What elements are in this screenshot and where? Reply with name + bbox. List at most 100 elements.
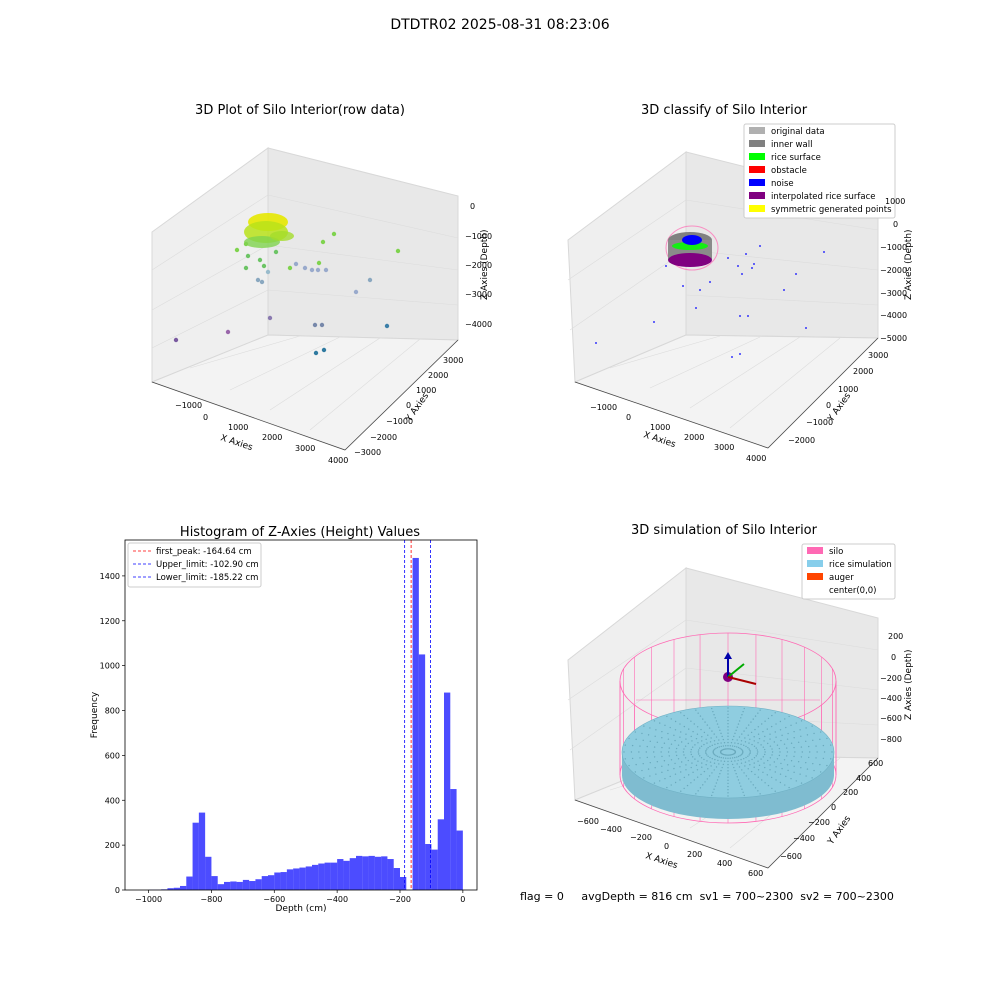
rice-dot [715, 720, 718, 722]
rice-dot [690, 748, 693, 751]
rice-dot [711, 730, 713, 732]
classify-legend-label: noise [771, 179, 794, 189]
classify-noise-point [805, 327, 807, 329]
rice-dot [775, 736, 777, 738]
sim-xtick: 400 [717, 859, 732, 868]
rice-dot [697, 751, 699, 753]
classify-noise-points [595, 245, 825, 358]
rice-dot [734, 756, 736, 759]
rice-dot [643, 777, 645, 779]
raw-scatter-point [320, 239, 326, 245]
rice-dot [749, 764, 751, 766]
sim-ytick: 400 [856, 774, 871, 783]
rice-dot [826, 737, 828, 740]
classify-noise-point [739, 315, 741, 317]
histogram-ytick-label: 1200 [100, 617, 120, 626]
simulation-legend-swatch [807, 560, 823, 567]
rice-dot [747, 768, 749, 770]
classify-ztick: −2000 [880, 266, 907, 275]
rice-dot [727, 767, 729, 769]
classify-ytick: 2000 [853, 367, 873, 376]
rice-dot [799, 773, 801, 775]
rice-dot [736, 746, 738, 748]
rice-dot [757, 742, 759, 744]
rice-dot [757, 790, 759, 792]
rice-dot [706, 760, 708, 762]
histogram-bars [148, 557, 463, 890]
raw-scatter-point [257, 257, 263, 263]
histogram-bar [312, 864, 319, 890]
rice-dot [641, 769, 643, 772]
raw-back-right-pane [267, 147, 459, 341]
rice-dot [819, 763, 821, 766]
rice-dot [743, 730, 745, 732]
rice-dot [715, 747, 717, 750]
raw-scatter-point [243, 265, 249, 271]
raw-xtick: 2000 [262, 433, 282, 442]
rice-dot [784, 718, 786, 720]
auger-marker [723, 652, 757, 685]
rice-dot [727, 741, 729, 744]
rice-dot [703, 731, 706, 734]
histogram-bar [236, 881, 243, 890]
rice-dot [701, 736, 703, 738]
rice-dot [767, 784, 770, 787]
raw-scatter-point [367, 277, 373, 283]
histogram-xtick-label: −1000 [135, 895, 162, 904]
rice-dot [763, 740, 765, 742]
rice-dot [674, 720, 677, 723]
classify-noise-point [699, 289, 701, 291]
classify-ytick: 0 [826, 401, 831, 410]
rice-dot [800, 782, 803, 784]
raw-ytick: −3000 [354, 448, 381, 457]
rice-dot [805, 761, 807, 764]
histogram-ytick-label: 1400 [100, 572, 120, 581]
raw-scatter-point [259, 279, 265, 285]
rice-dot [730, 741, 733, 744]
rice-dot [747, 724, 750, 726]
rice-dot [780, 762, 782, 765]
raw-ytick: 1000 [416, 386, 436, 395]
rice-dot [753, 740, 755, 742]
histogram-bar [230, 881, 237, 890]
rice-dot [687, 759, 689, 762]
rice-simulation-surface [621, 705, 835, 819]
rice-dot [680, 761, 683, 763]
rice-dot [696, 726, 699, 728]
classify-noise-point [783, 289, 785, 291]
rice-dot [733, 766, 735, 769]
rice-dot [714, 754, 716, 756]
rice-dot [767, 742, 769, 745]
rice-dot [646, 745, 648, 748]
rice-dot [753, 736, 755, 738]
rice-dot [734, 769, 736, 772]
rice-dot [718, 746, 720, 748]
sim-xtick: 600 [748, 869, 763, 878]
rice-dot [661, 746, 663, 749]
rice-dot [705, 752, 707, 755]
rice-dot [727, 748, 729, 750]
rice-dot [779, 781, 782, 784]
rice-dot [770, 776, 773, 779]
rice-dot [797, 761, 800, 763]
rice-dot [727, 792, 729, 794]
rice-dot [731, 763, 734, 766]
rice-dot [727, 785, 729, 788]
rice-dot [747, 755, 749, 757]
rice-dot [690, 720, 692, 722]
rice-dot [667, 764, 670, 766]
rice-dot [679, 766, 681, 768]
rice-dot [693, 779, 695, 781]
rice-dot [683, 748, 685, 750]
raw-scatter-point [267, 315, 273, 321]
rice-dot [748, 748, 750, 750]
rice-dot [744, 737, 746, 739]
rice-dot [819, 738, 821, 741]
raw-scatter-point [261, 263, 267, 269]
rice-dot [762, 730, 764, 733]
rice-dot [740, 740, 743, 742]
rice-dot [727, 773, 729, 775]
rice-dot [679, 723, 681, 725]
rice-dot [785, 726, 787, 729]
rice-dot [715, 754, 717, 757]
